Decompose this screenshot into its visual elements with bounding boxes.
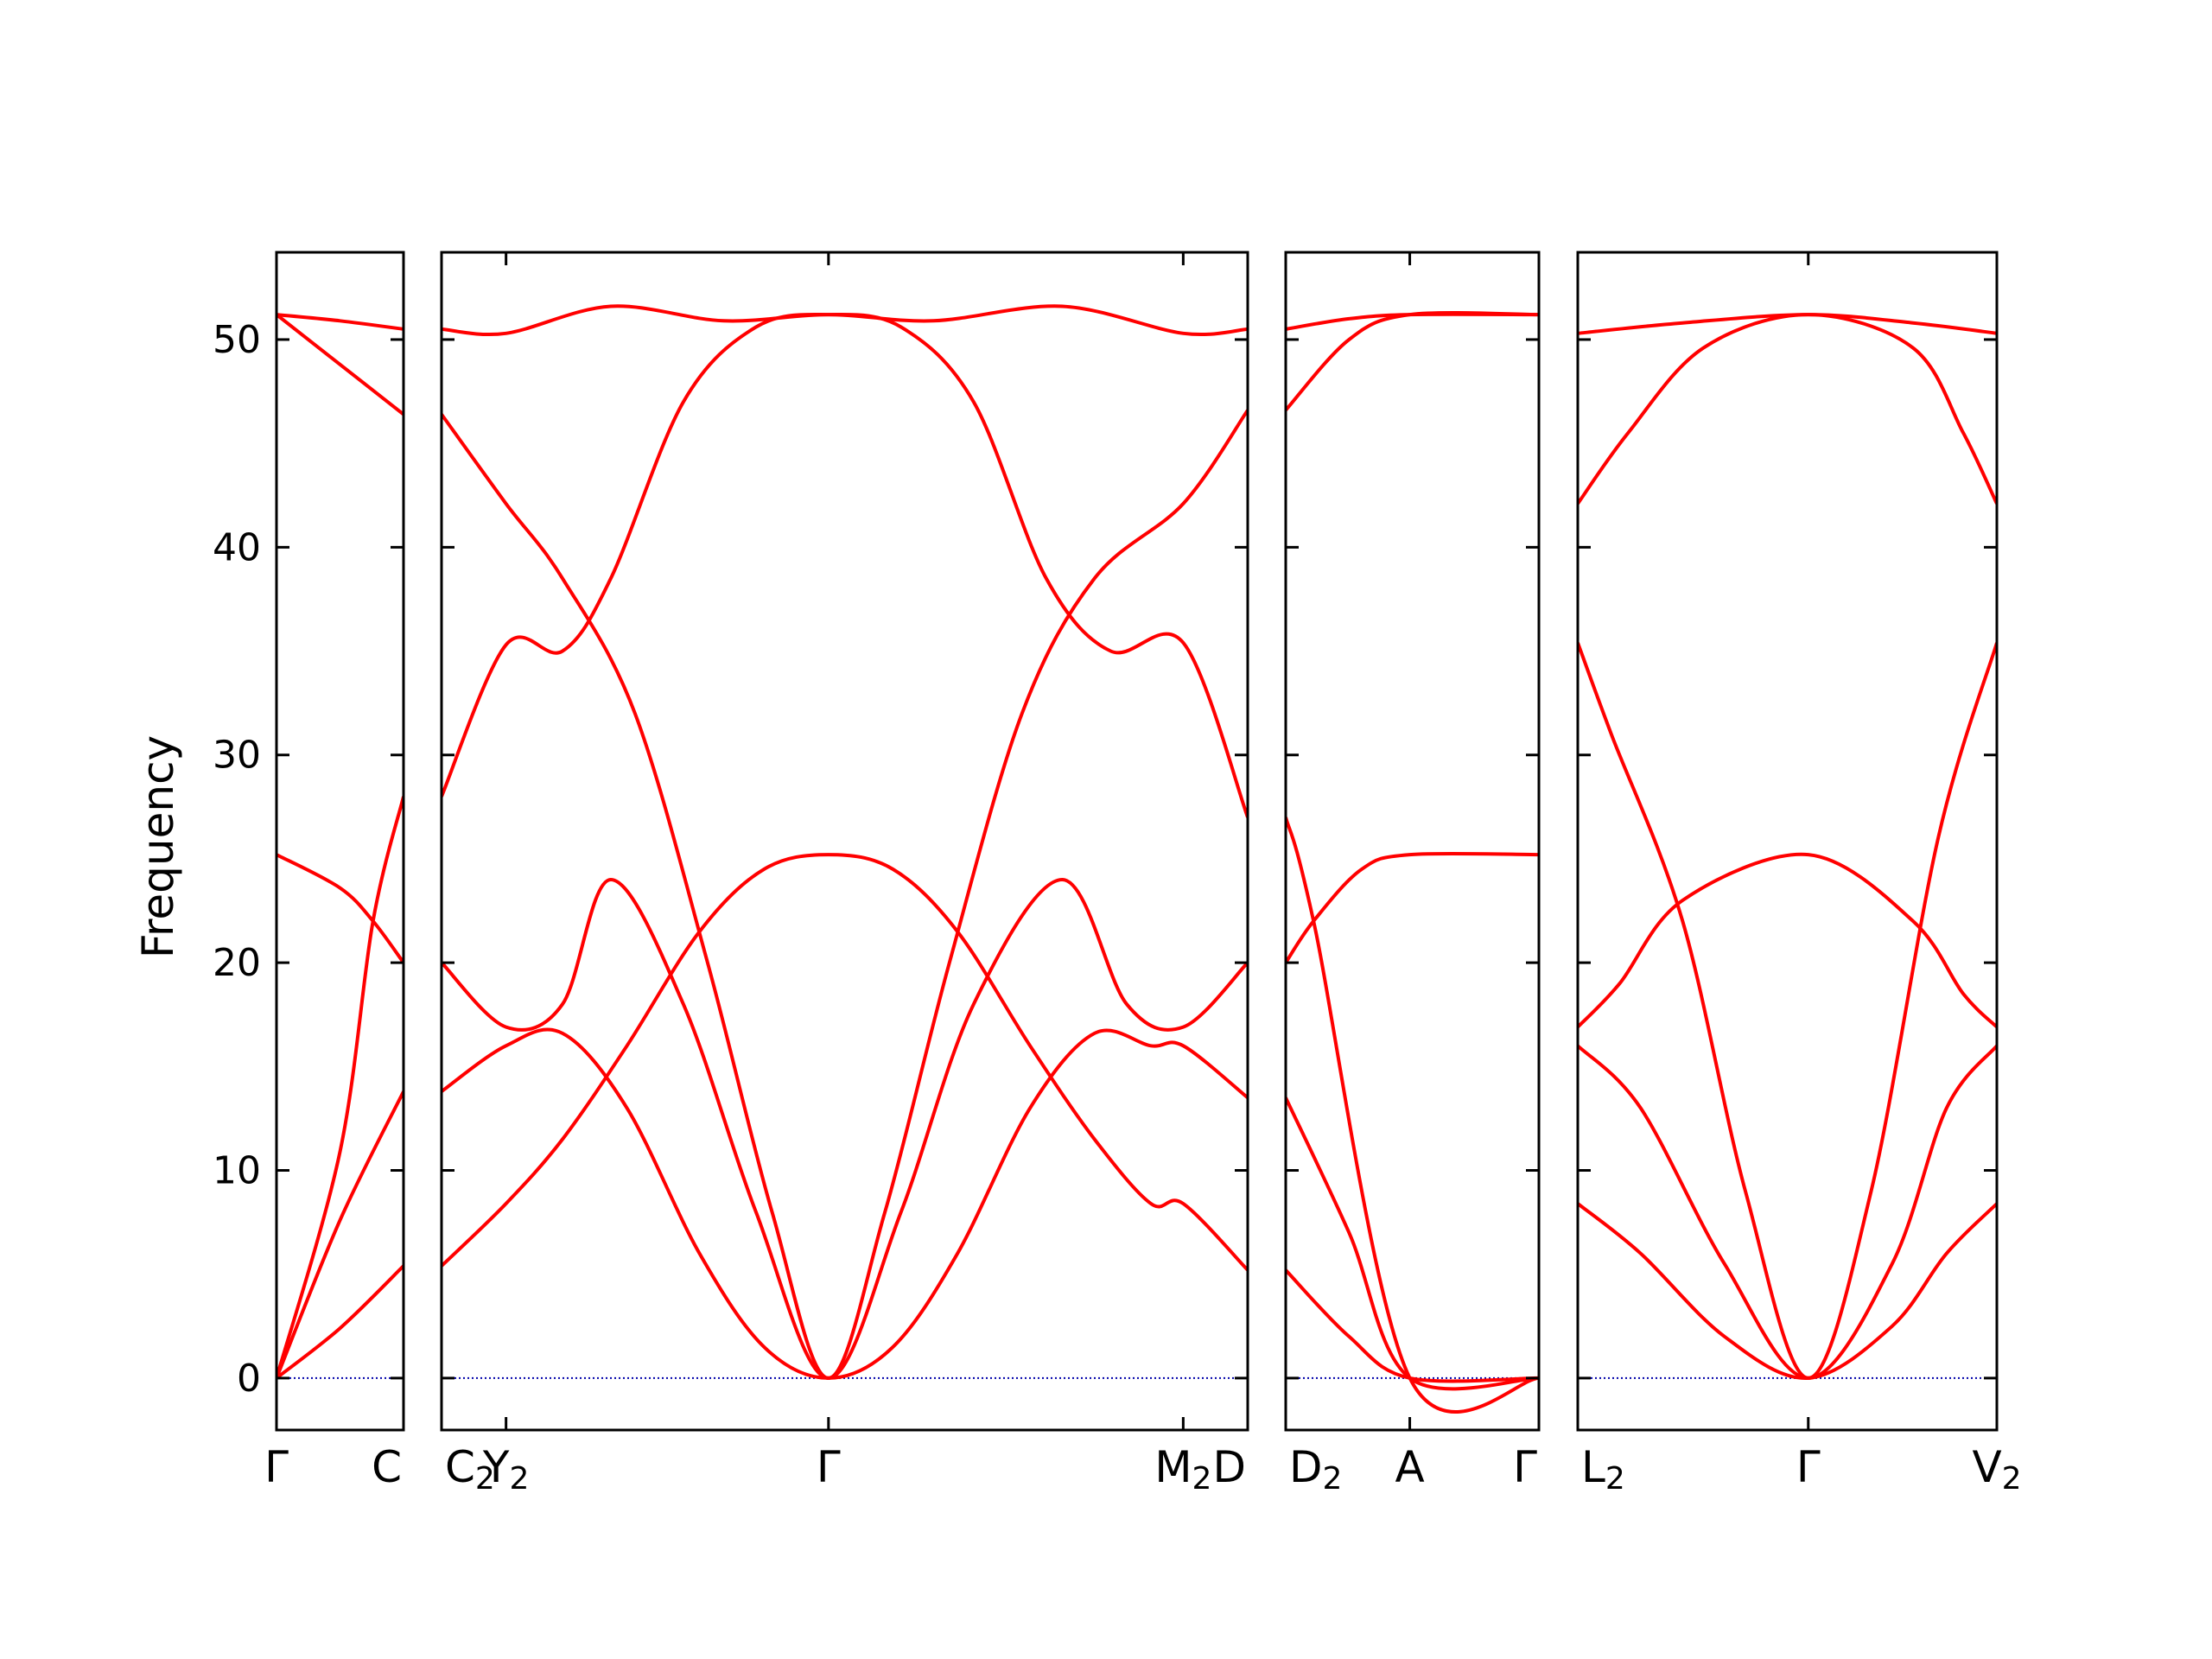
x-tick-label: C: [372, 1442, 402, 1492]
band-line-4: [442, 312, 1248, 818]
y-tick-label: 50: [213, 318, 261, 362]
band-line-3: [1286, 817, 1539, 1414]
band-line-4: [1578, 642, 1997, 1380]
x-tick-label-subscript: 2: [2002, 1461, 2022, 1497]
x-tick-label-subscript: 2: [509, 1461, 529, 1497]
panel-frame: [1576, 251, 1999, 1432]
y-tick-label: 20: [213, 941, 261, 985]
band-line-6: [1578, 313, 1997, 335]
band-line-3: [442, 878, 1248, 1380]
x-tick-label-subscript: 2: [1192, 1461, 1211, 1497]
x-tick-label: A: [1395, 1442, 1424, 1492]
band-line-3: [1578, 852, 1997, 1029]
panel-4: L2 Γ V2: [1576, 251, 2022, 1497]
panel-frame: [440, 251, 1249, 1432]
panel-1: 0 10 20 30 40 50 Γ C: [213, 251, 405, 1492]
y-tick-label: 30: [213, 734, 261, 778]
band-line-4: [1286, 851, 1539, 964]
panel-3: D2 A Γ: [1284, 251, 1541, 1497]
band-line-2: [442, 1027, 1248, 1380]
band-line-6: [1286, 312, 1539, 331]
band-line-5: [442, 409, 1248, 1380]
x-tick-label: Γ: [264, 1442, 289, 1492]
y-tick-label: 0: [237, 1357, 261, 1401]
band-line-2: [276, 1090, 404, 1379]
band-line-1: [1578, 1202, 1997, 1380]
panel-plot-area: [1578, 313, 1997, 1380]
band-line-5: [1286, 310, 1539, 412]
x-tick-label: M2: [1154, 1442, 1211, 1497]
panel-plot-area: [1286, 310, 1539, 1414]
x-tick-label: V2: [1972, 1442, 2021, 1497]
y-tick-label: 40: [213, 525, 261, 569]
band-line-6: [442, 304, 1248, 337]
band-line-6: [276, 313, 404, 331]
band-line-1: [1286, 1268, 1539, 1383]
band-line-2: [1286, 1096, 1539, 1391]
x-tick-label: D2: [1289, 1442, 1342, 1497]
band-line-4: [276, 853, 404, 964]
band-line-3: [276, 796, 404, 1379]
x-tick-label-subscript: 2: [1323, 1461, 1343, 1497]
panel-plot-area: [442, 304, 1248, 1380]
x-tick-label: Γ: [1796, 1442, 1821, 1492]
y-axis-label: Frequency: [133, 735, 183, 958]
x-tick-label: Γ: [1513, 1442, 1537, 1492]
panel-frame: [1284, 251, 1541, 1432]
band-line-5: [1578, 313, 1997, 505]
x-tick-label: D: [1212, 1442, 1246, 1492]
x-tick-label: L2: [1581, 1442, 1625, 1497]
panel-plot-area: [276, 313, 404, 1380]
x-tick-label: Γ: [817, 1442, 841, 1492]
y-tick-label: 10: [213, 1149, 261, 1193]
band-line-1: [442, 853, 1248, 1272]
x-tick-label: Y2: [482, 1442, 529, 1497]
band-line-5: [276, 313, 404, 416]
x-tick-label-subscript: 2: [1605, 1461, 1625, 1497]
band-line-1: [276, 1264, 404, 1380]
panel-frame: [275, 251, 405, 1432]
x-tick-label-subscript: 2: [475, 1461, 495, 1497]
band-line-2: [1578, 1044, 1997, 1380]
